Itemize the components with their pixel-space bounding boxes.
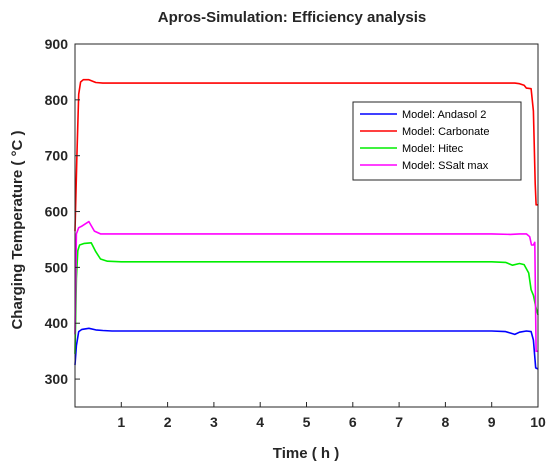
x-tick-label: 9 — [488, 414, 496, 430]
plot-frame — [74, 43, 539, 408]
y-tick-label: 800 — [45, 92, 69, 108]
y-tick-label: 600 — [45, 204, 69, 220]
legend-box — [352, 101, 522, 181]
legend: Model: Andasol 2 Model: Carbonate Model: H… — [352, 101, 522, 181]
y-tick-label: 400 — [45, 315, 69, 331]
x-tick-label: 4 — [256, 414, 264, 430]
series-line-1 — [74, 327, 539, 370]
x-tick-label: 6 — [349, 414, 357, 430]
y-tick-label: 900 — [45, 36, 69, 52]
x-axis-label: Time ( h ) — [273, 445, 339, 462]
plot-area — [75, 44, 538, 407]
series-line-2 — [74, 78, 538, 232]
y-tick-label: 300 — [45, 371, 69, 387]
legend-label: Model: Hitec — [402, 143, 464, 155]
chart-title: Apros-Simulation: Efficiency analysis — [158, 9, 426, 26]
y-tick-label: 700 — [45, 148, 69, 164]
x-tick-label: 2 — [164, 414, 172, 430]
x-tick-label: 5 — [303, 414, 311, 430]
x-tick-label: 10 — [530, 414, 546, 430]
series-line-3 — [74, 242, 539, 354]
y-axis-label: Charging Temperature ( °C ) — [9, 130, 26, 329]
legend-label: Model: Carbonate — [402, 126, 489, 138]
y-tick-label: 500 — [45, 259, 69, 275]
legend-label: Model: SSalt max — [402, 160, 489, 172]
legend-label: Model: Andasol 2 — [402, 109, 486, 121]
x-tick-label: 1 — [117, 414, 125, 430]
x-tick-label: 8 — [442, 414, 450, 430]
series-line-4 — [74, 220, 538, 353]
x-tick-label: 7 — [395, 414, 403, 430]
x-tick-label: 3 — [210, 414, 218, 430]
ticks-layer: 1 2 3 4 5 6 7 8 9 10 300 400 500 600 700 800 900 — [45, 36, 546, 430]
series-layer — [74, 78, 539, 370]
